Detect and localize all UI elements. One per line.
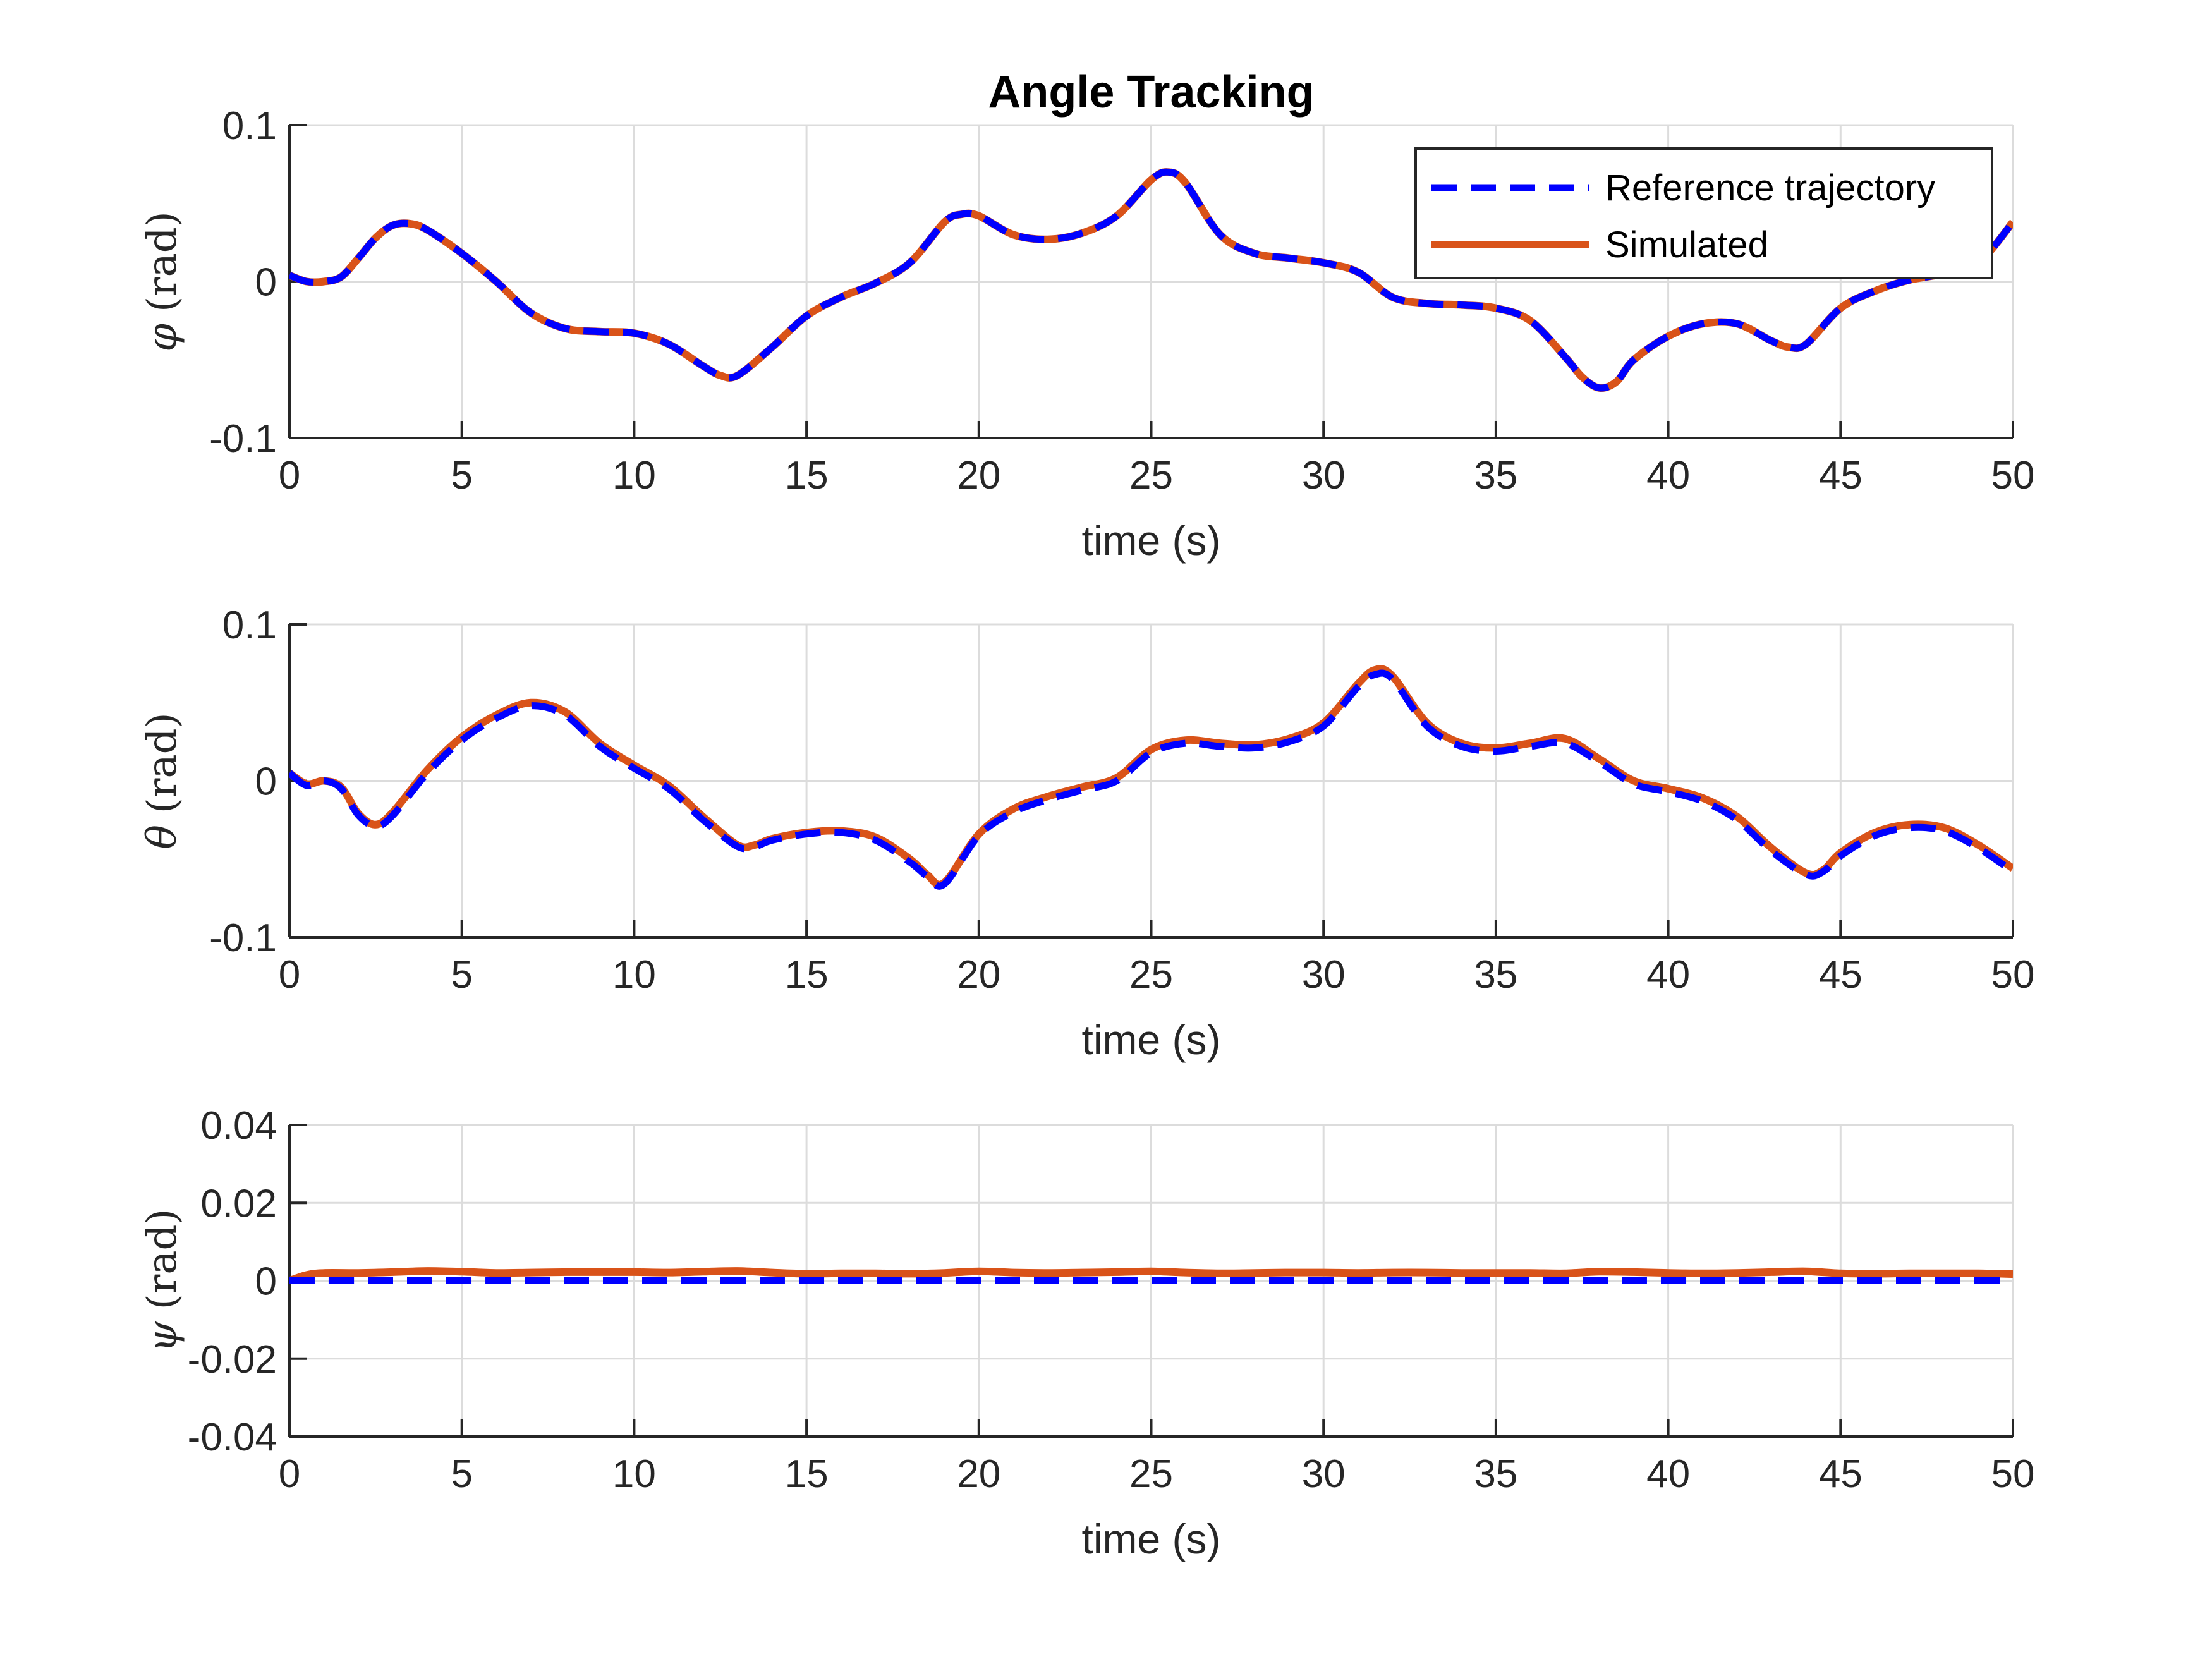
legend-box xyxy=(1414,147,1993,279)
y-tick-label: 0 xyxy=(255,1260,277,1304)
legend-label: Reference trajectory xyxy=(1605,167,1935,209)
y-tick-label: 0.1 xyxy=(222,104,277,148)
x-tick-label: 30 xyxy=(1302,953,1346,997)
y-tick-label: -0.1 xyxy=(209,417,277,461)
x-tick-label: 30 xyxy=(1302,1452,1346,1496)
series-line-reference xyxy=(289,669,2013,890)
y-axis-symbol: θ xyxy=(139,825,186,849)
x-tick-label: 20 xyxy=(957,1452,1000,1496)
x-tick-label: 15 xyxy=(785,953,829,997)
x-tick-label: 35 xyxy=(1474,1452,1517,1496)
y-tick-label: 0.1 xyxy=(222,604,277,647)
y-axis-unit: (rad) xyxy=(139,712,186,813)
y-axis-label: θ (rad) xyxy=(139,712,186,849)
x-tick-label: 40 xyxy=(1646,454,1690,497)
y-tick-label: 0 xyxy=(255,261,277,305)
y-axis-symbol: φ xyxy=(139,324,186,352)
x-tick-label: 40 xyxy=(1646,953,1690,997)
x-tick-label: 20 xyxy=(957,953,1000,997)
x-tick-label: 45 xyxy=(1819,454,1863,497)
x-tick-label: 50 xyxy=(1991,953,2035,997)
y-tick-label: -0.02 xyxy=(188,1338,277,1382)
x-tick-label: 25 xyxy=(1129,1452,1173,1496)
y-tick-label: -0.1 xyxy=(209,916,277,960)
y-tick-label: 0.04 xyxy=(200,1104,277,1148)
x-tick-label: 5 xyxy=(451,1452,472,1496)
y-axis-unit: (rad) xyxy=(139,211,186,312)
x-tick-label: 10 xyxy=(612,953,656,997)
x-tick-label: 50 xyxy=(1991,1452,2035,1496)
x-tick-label: 10 xyxy=(612,454,656,497)
x-tick-label: 35 xyxy=(1474,953,1517,997)
y-axis-symbol: ψ xyxy=(139,1320,186,1352)
x-tick-label: 50 xyxy=(1991,454,2035,497)
legend: Reference trajectory Simulated xyxy=(1414,147,1993,279)
x-tick-label: 25 xyxy=(1129,454,1173,497)
chart-title: Angle Tracking xyxy=(988,67,1314,118)
x-tick-label: 30 xyxy=(1302,454,1346,497)
x-tick-label: 45 xyxy=(1819,953,1863,997)
x-tick-label: 15 xyxy=(785,454,829,497)
chart-panel-3: 0 5 10 15 20 25 30 35 40 45 50 -0.04 -0.02 0 0.02 0.04 t… xyxy=(139,1104,2034,1562)
legend-label: Simulated xyxy=(1605,224,1768,265)
series-line-reference xyxy=(289,168,2013,392)
x-tick-label: 15 xyxy=(785,1452,829,1496)
y-tick-label: 0 xyxy=(255,760,277,804)
x-tick-label: 35 xyxy=(1474,454,1517,497)
y-axis-label: φ (rad) xyxy=(139,211,186,351)
x-tick-label: 10 xyxy=(612,1452,656,1496)
y-tick-label: 0.02 xyxy=(200,1182,277,1225)
x-tick-label: 40 xyxy=(1646,1452,1690,1496)
x-axis-label: time (s) xyxy=(1082,517,1221,564)
x-tick-label: 25 xyxy=(1129,953,1173,997)
x-tick-label: 5 xyxy=(451,953,472,997)
x-tick-label: 0 xyxy=(279,454,300,497)
y-axis-unit: (rad) xyxy=(139,1209,186,1310)
x-tick-label: 5 xyxy=(451,454,472,497)
x-tick-label: 45 xyxy=(1819,1452,1863,1496)
x-tick-label: 0 xyxy=(279,1452,300,1496)
y-axis-label: ψ (rad) xyxy=(139,1209,186,1353)
x-axis-label: time (s) xyxy=(1082,1516,1221,1562)
x-tick-label: 0 xyxy=(279,953,300,997)
y-tick-label: -0.04 xyxy=(188,1416,277,1459)
x-tick-label: 20 xyxy=(957,454,1000,497)
series-line-simulated xyxy=(289,1267,2013,1285)
x-axis-label: time (s) xyxy=(1082,1016,1221,1063)
